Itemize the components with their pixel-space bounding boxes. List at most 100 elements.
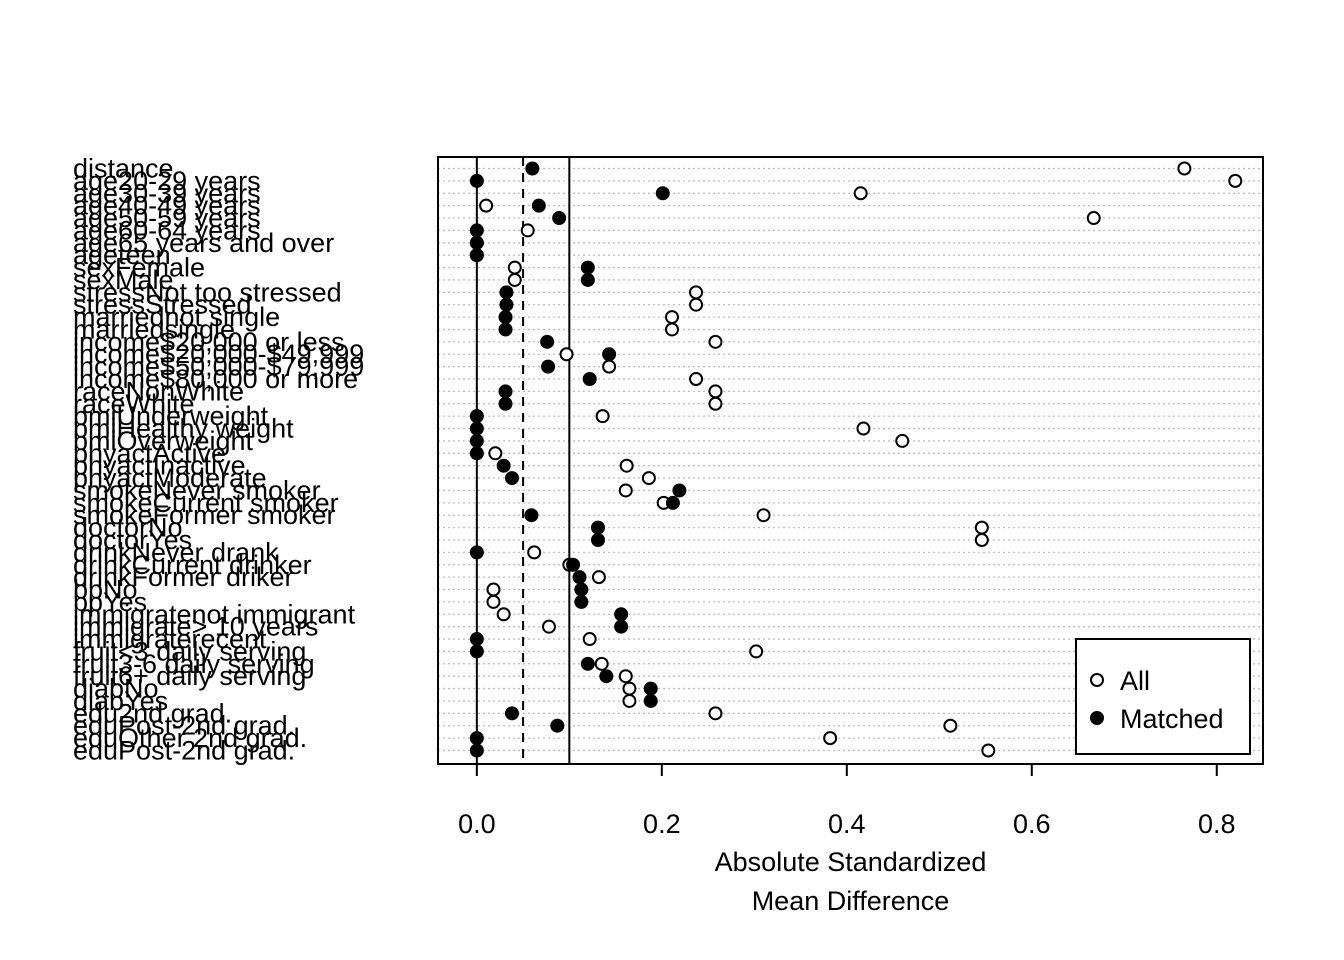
point-matched [469, 173, 484, 188]
point-matched [552, 211, 567, 226]
point-matched [566, 557, 581, 572]
point-all [486, 594, 501, 609]
covariate-label: age30-39 years [73, 178, 261, 208]
covariate-label: age65 years and over [73, 228, 334, 258]
point-matched [498, 384, 513, 399]
covariate-label: phyactActive [73, 438, 226, 468]
legend-symbol-all [1090, 673, 1104, 687]
x-tick-label: 0.2 [643, 809, 681, 839]
covariate-label: bmiHealthy weight [73, 414, 294, 444]
point-all [749, 644, 764, 659]
point-matched [499, 297, 514, 312]
x-axis-label-line1: Absolute Standardized [715, 847, 987, 877]
covariate-label: income$80,000 or more [73, 364, 358, 394]
point-all [479, 198, 494, 213]
point-matched [524, 508, 539, 523]
point-all [756, 508, 771, 523]
point-all [507, 260, 522, 275]
point-matched [469, 644, 484, 659]
point-matched [469, 545, 484, 560]
x-tick-label: 0.8 [1198, 809, 1236, 839]
x-tick-label: 0.6 [1013, 809, 1051, 839]
point-all [708, 384, 723, 399]
x-tick-label: 0.4 [828, 809, 866, 839]
point-all [823, 731, 838, 746]
point-matched [580, 260, 595, 275]
covariate-label: marriedsingle [73, 314, 235, 344]
point-matched [614, 619, 629, 634]
point-all [664, 310, 679, 325]
point-all [664, 322, 679, 337]
covariate-label: marriednot single [73, 302, 280, 332]
covariate-label: drinkNever drank [73, 537, 279, 567]
covariate-label: drinkCurrent drinker [73, 550, 312, 580]
point-matched [541, 359, 556, 374]
data-points [469, 161, 1243, 758]
point-all [1086, 211, 1101, 226]
point-all [974, 520, 989, 535]
point-all [1177, 161, 1192, 176]
point-all [856, 421, 871, 436]
covariate-label: age20-29 years [73, 166, 261, 196]
point-matched [525, 161, 540, 176]
covariate-label: smokeFormer smoker [73, 500, 336, 530]
point-matched [672, 483, 687, 498]
point-all [582, 632, 597, 647]
point-matched [498, 322, 513, 337]
point-matched [574, 582, 589, 597]
covariate-label: doctorYes [73, 525, 192, 555]
point-matched [550, 718, 565, 733]
point-all [594, 656, 609, 671]
point-matched [469, 409, 484, 424]
point-all [622, 693, 637, 708]
covariate-label: fruit<3 daily serving [73, 636, 306, 666]
point-all [527, 545, 542, 560]
covariate-label: phyactModerate [73, 463, 267, 493]
covariate-label: immigraterecent [73, 624, 267, 654]
point-all [981, 743, 996, 758]
legend-label-all: All [1120, 666, 1150, 696]
point-all [943, 718, 958, 733]
covariate-label: age60-64 years [73, 215, 261, 245]
covariate-label: ageteen [73, 240, 171, 270]
legend: All Matched [1075, 638, 1251, 755]
point-matched [469, 731, 484, 746]
covariate-label: raceNonWhite [73, 376, 244, 406]
point-all [708, 334, 723, 349]
point-matched [643, 693, 658, 708]
point-all [618, 483, 633, 498]
point-matched [504, 471, 519, 486]
legend-label-matched: Matched [1120, 704, 1224, 734]
covariate-label: stressNot too stressed [73, 277, 342, 307]
legend-symbol-matched [1090, 711, 1104, 725]
point-matched [643, 681, 658, 696]
point-all [641, 471, 656, 486]
covariate-label: fruit6+ daily serving [73, 661, 306, 691]
covariate-label: phyactInactive [73, 451, 246, 481]
point-all [622, 681, 637, 696]
point-all [708, 706, 723, 721]
point-matched [574, 594, 589, 609]
point-all [486, 582, 501, 597]
covariate-label: sexMale [73, 265, 174, 295]
point-matched [469, 223, 484, 238]
point-all [520, 223, 535, 238]
point-matched [655, 186, 670, 201]
legend-box [1075, 638, 1251, 755]
point-matched [469, 446, 484, 461]
covariate-label: smokeCurrent smoker [73, 488, 339, 518]
point-all [602, 359, 617, 374]
point-all [507, 272, 522, 287]
covariate-label: stressStressed [73, 290, 252, 320]
covariate-label: distance [73, 154, 174, 184]
covariate-label: fruit3-6 daily serving [73, 649, 315, 679]
covariate-label: raceWhite [73, 389, 195, 419]
point-all [689, 372, 704, 387]
point-all [618, 669, 633, 684]
point-matched [591, 532, 606, 547]
point-matched [602, 347, 617, 362]
point-all [974, 532, 989, 547]
point-matched [469, 632, 484, 647]
